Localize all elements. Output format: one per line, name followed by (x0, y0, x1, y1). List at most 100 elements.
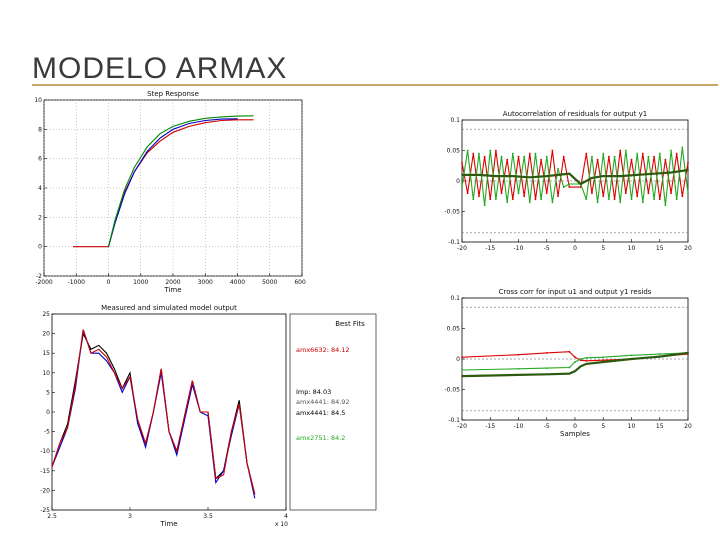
series-point-2 (517, 192, 520, 195)
series-point-1 (641, 152, 644, 155)
x-tick-label: 15 (656, 423, 664, 430)
y-tick-label: 0 (456, 178, 460, 185)
series-point-2 (687, 192, 689, 195)
series-point-2 (641, 201, 644, 204)
x-tick-label: 5 (601, 245, 605, 252)
x-tick-label: 0 (573, 423, 577, 430)
y-tick-label: 25 (42, 311, 50, 318)
series-point-2 (670, 149, 672, 152)
x-tick-label: 0 (573, 245, 577, 252)
series-point-2 (664, 204, 667, 207)
series-point-2 (551, 201, 554, 204)
y-tick-label: 0.05 (447, 148, 461, 155)
y-tick-label: -20 (40, 487, 50, 494)
series-point-1 (545, 352, 548, 354)
y-tick-label: 0.1 (450, 117, 460, 124)
series-point-2 (466, 149, 469, 152)
x-tick-label: 3000 (198, 279, 213, 286)
x-tick-label: 5 (601, 423, 605, 430)
legend-box (289, 313, 377, 511)
series-point-1 (557, 195, 559, 198)
x-tick-label: 10 (628, 423, 636, 430)
x-tick-label: 3.5 (203, 513, 213, 520)
series-point-2 (511, 152, 514, 155)
x-tick-label: -10 (514, 423, 524, 430)
series-point-3 (658, 355, 661, 358)
series-point-1 (500, 192, 503, 195)
y-tick-label: 10 (42, 370, 50, 377)
series-point-1 (585, 359, 588, 362)
series-point-1 (483, 155, 486, 158)
y-tick-label: 6 (38, 156, 42, 163)
series-point-3 (461, 174, 463, 176)
y-tick-label: 10 (34, 97, 42, 104)
series-point-3 (568, 172, 571, 175)
slide-title: MODELO ARMAX (32, 52, 288, 85)
y-tick-label: 0 (456, 356, 460, 363)
series-point-1 (545, 192, 548, 195)
y-tick-label: 4 (38, 185, 42, 192)
series-point-2 (472, 198, 475, 201)
x-tick-label: 4000 (230, 279, 245, 286)
series-point-3 (591, 177, 593, 179)
series-point-1 (670, 192, 672, 195)
series-point-2 (562, 186, 565, 188)
x-tick-label: 5000 (262, 279, 277, 286)
series-point-1 (506, 158, 509, 161)
x-tick-label: 0 (107, 279, 111, 286)
series-point-1 (630, 158, 633, 161)
series-point-1 (511, 198, 514, 201)
y-tick-label: 8 (38, 126, 42, 133)
x-tick-label: -10 (514, 245, 524, 252)
series-point-1 (613, 198, 616, 201)
series-point-3 (585, 362, 588, 365)
series-point-1 (636, 195, 639, 198)
series-point-1 (540, 158, 542, 161)
series-point-2 (540, 198, 542, 201)
series-point-1 (562, 155, 565, 158)
y-tick-label: -15 (40, 468, 50, 475)
y-tick-label: -0.1 (448, 417, 460, 424)
series-point-1 (489, 198, 492, 201)
x-axis-label: Samples (560, 430, 590, 438)
series-point-3 (574, 370, 576, 373)
x-axis-label: Time (163, 286, 181, 294)
series-line-3 (107, 115, 254, 247)
series-point-1 (472, 152, 475, 155)
series-point-2 (506, 201, 509, 204)
series-line-2 (461, 147, 689, 206)
series-point-2 (585, 356, 588, 359)
series-point-1 (568, 350, 571, 353)
series-point-2 (478, 152, 480, 155)
y-tick-label: -0.1 (448, 239, 460, 246)
series-point-2 (461, 369, 463, 371)
series-point-2 (624, 149, 627, 152)
series-point-1 (687, 161, 689, 164)
series-point-1 (624, 192, 627, 195)
series-point-1 (585, 152, 588, 155)
series-point-2 (658, 353, 661, 356)
series-point-1 (653, 155, 655, 158)
series-point-1 (608, 155, 610, 158)
series-point-1 (466, 192, 469, 195)
series-line-3 (51, 329, 256, 495)
y-tick-label: -25 (40, 507, 50, 514)
series-point-2 (568, 183, 571, 185)
legend-entry: Imp: 84.03 (296, 388, 331, 396)
series-point-3 (478, 174, 480, 176)
series-point-1 (534, 198, 537, 201)
series-point-3 (545, 175, 548, 178)
legend-title: Best Fits (335, 320, 365, 328)
series-point-2 (602, 356, 605, 359)
autocorrelation-chart: Autocorrelation of residuals for output … (444, 110, 692, 252)
series-point-2 (579, 358, 582, 360)
y-tick-label: 0.1 (450, 295, 460, 302)
series-point-3 (602, 361, 605, 363)
y-tick-label: 2 (38, 214, 42, 221)
x-tick-label: 4 (284, 513, 288, 520)
series-point-3 (602, 175, 605, 178)
series-point-2 (534, 152, 537, 155)
series-point-3 (557, 174, 559, 176)
step-response-chart: Step Response -2000 -1000 0 1000 2000 3000 4000… (34, 90, 306, 294)
x-tick-label: 10 (628, 245, 636, 252)
